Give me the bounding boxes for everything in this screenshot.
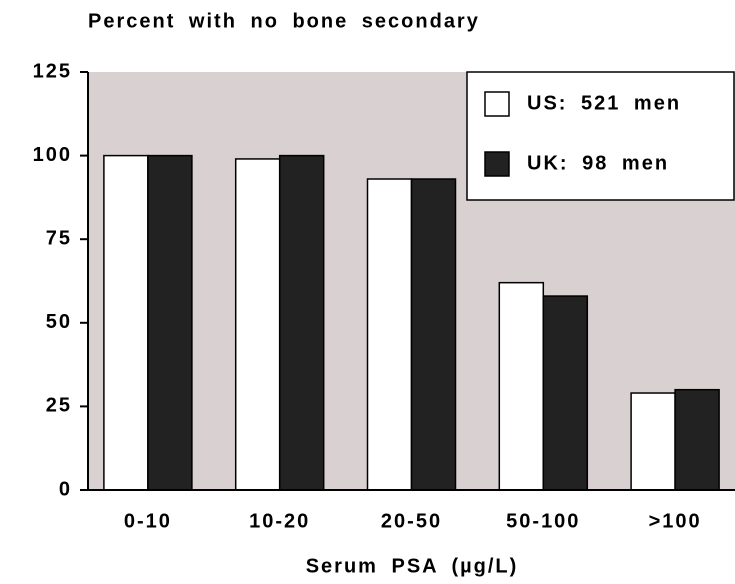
bar [630, 392, 676, 491]
bar [234, 158, 281, 491]
bar [147, 154, 193, 491]
y-tick-label: 50 [46, 311, 72, 333]
x-tick-label: >100 [649, 510, 702, 532]
bar [366, 178, 413, 491]
x-tick-label: 0-10 [124, 510, 172, 532]
bar [674, 388, 720, 491]
bar [498, 281, 545, 491]
y-tick-label: 25 [46, 395, 72, 417]
y-tick-label: 125 [33, 60, 72, 82]
legend-box [466, 71, 735, 201]
legend-label: US: 521 men [527, 92, 681, 114]
x-tick-label: 20-50 [381, 510, 442, 532]
bar [278, 154, 325, 491]
legend-label: UK: 98 men [527, 152, 669, 174]
bar [103, 154, 149, 491]
x-tick-label: 50-100 [506, 510, 580, 532]
y-tick-label: 100 [33, 144, 72, 166]
y-tick-label: 75 [46, 227, 72, 249]
chart-title: Percent with no bone secondary [88, 10, 480, 32]
bar [542, 295, 589, 491]
legend-swatch [484, 151, 510, 177]
bar [410, 178, 457, 491]
x-tick-label: 10-20 [249, 510, 310, 532]
legend-swatch [484, 91, 510, 117]
y-tick-label: 0 [59, 478, 72, 500]
x-axis-label: Serum PSA (µg/L) [306, 555, 519, 577]
